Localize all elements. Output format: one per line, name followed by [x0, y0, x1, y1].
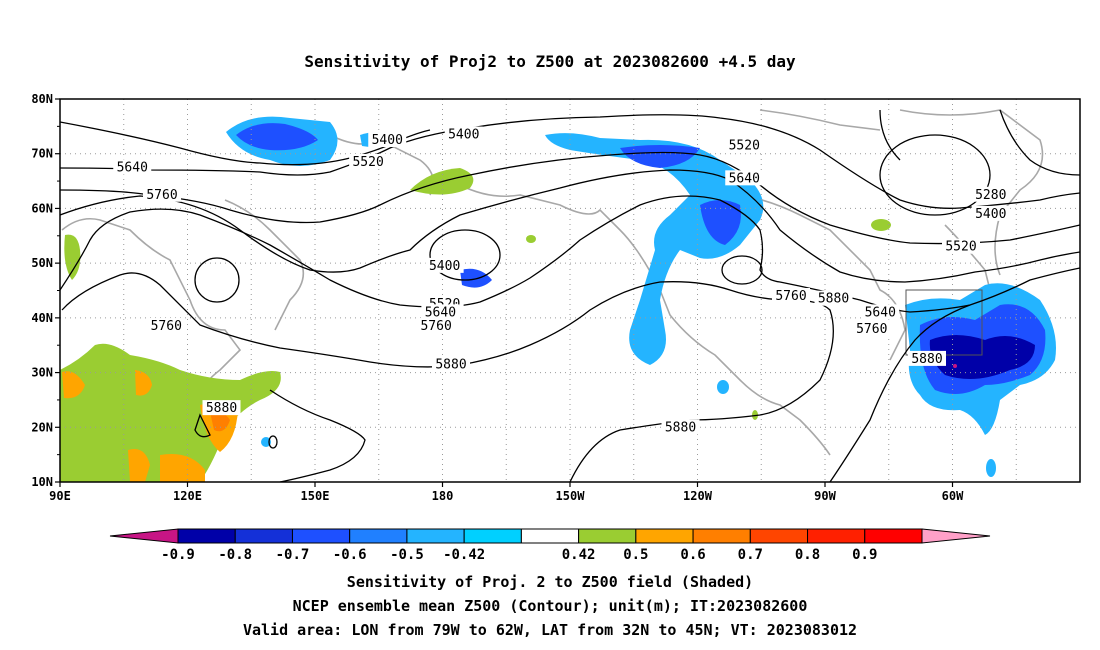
contour-label: 5520: [352, 155, 383, 170]
lat-tick-label: 20N: [31, 420, 53, 434]
contour-label: 5280: [975, 188, 1006, 203]
colorbar-label: 0.42: [562, 547, 596, 563]
colorbar-box: [693, 529, 750, 543]
lon-tick-label: 120W: [683, 489, 713, 503]
contour-label: 5400: [448, 128, 479, 143]
contour-label: 5400: [372, 133, 403, 148]
lon-tick-label: 60W: [942, 489, 964, 503]
lat-tick-label: 50N: [31, 256, 53, 270]
caption-line-1: Sensitivity of Proj. 2 to Z500 field (Sh…: [0, 573, 1100, 591]
lon-tick-label: 90E: [49, 489, 71, 503]
contour-label: 5400: [429, 259, 460, 274]
colorbar-box: [521, 529, 578, 543]
caption-line-2: NCEP ensemble mean Z500 (Contour); unit(…: [0, 597, 1100, 615]
contour-label: 5520: [945, 240, 976, 255]
colorbar-label: -0.8: [218, 547, 252, 563]
colorbar-label: -0.9: [161, 547, 195, 563]
colorbar-box: [750, 529, 807, 543]
contour-label: 5880: [206, 401, 237, 416]
lat-tick-label: 60N: [31, 201, 53, 215]
map-title: Sensitivity of Proj2 to Z500 at 20230826…: [304, 52, 796, 71]
contour-label: 5640: [729, 171, 760, 186]
colorbar-box: [579, 529, 636, 543]
contour-label: 5760: [856, 322, 887, 337]
lat-tick-label: 80N: [31, 92, 53, 106]
colorbar-high-arrow: [922, 529, 990, 543]
lon-tick-label: 90W: [814, 489, 836, 503]
lat-tick-label: 10N: [31, 475, 53, 489]
contour-label: 5760: [151, 319, 182, 334]
colorbar: -0.9 -0.8 -0.7 -0.6 -0.5 -0.42 0.42 0.5 0.6 0.7 0.…: [110, 529, 990, 563]
colorbar-box: [292, 529, 349, 543]
colorbar-label: 0.8: [795, 547, 820, 563]
contour-label: 5880: [911, 352, 942, 367]
lon-tick-label: 180: [432, 489, 454, 503]
lon-tick-label: 150W: [556, 489, 586, 503]
colorbar-box: [464, 529, 521, 543]
contour-label: 5520: [729, 139, 760, 154]
lat-tick-label: 70N: [31, 147, 53, 161]
contour-label: 5760: [420, 319, 451, 334]
colorbar-low-arrow: [110, 529, 178, 543]
colorbar-label: -0.7: [276, 547, 310, 563]
colorbar-box: [407, 529, 464, 543]
lat-tick-label: 40N: [31, 311, 53, 325]
colorbar-box: [808, 529, 865, 543]
caption-line-3: Valid area: LON from 79W to 62W, LAT fro…: [0, 621, 1100, 639]
contour-label: 5880: [665, 420, 696, 435]
contour-label: 5640: [117, 160, 148, 175]
colorbar-box: [865, 529, 922, 543]
sensitivity-map: Sensitivity of Proj2 to Z500 at 20230826…: [0, 0, 1100, 650]
colorbar-box: [235, 529, 292, 543]
contour-label: 5880: [435, 357, 466, 372]
lat-tick-label: 30N: [31, 366, 53, 380]
colorbar-label: 0.5: [623, 547, 648, 563]
lon-tick-label: 150E: [301, 489, 330, 503]
colorbar-box: [636, 529, 693, 543]
colorbar-box: [350, 529, 407, 543]
contour-label: 5400: [975, 207, 1006, 222]
contour-label: 5760: [146, 188, 177, 203]
contour-label: 5760: [775, 289, 806, 304]
colorbar-label: 0.6: [680, 547, 705, 563]
colorbar-label: -0.42: [443, 547, 485, 563]
contour-label: 5640: [865, 305, 896, 320]
colorbar-label: -0.6: [333, 547, 367, 563]
colorbar-label: -0.5: [390, 547, 424, 563]
colorbar-box: [178, 529, 235, 543]
contour-label: 5880: [818, 292, 849, 307]
lon-tick-label: 120E: [173, 489, 202, 503]
colorbar-label: 0.9: [852, 547, 877, 563]
colorbar-label: 0.7: [738, 547, 763, 563]
